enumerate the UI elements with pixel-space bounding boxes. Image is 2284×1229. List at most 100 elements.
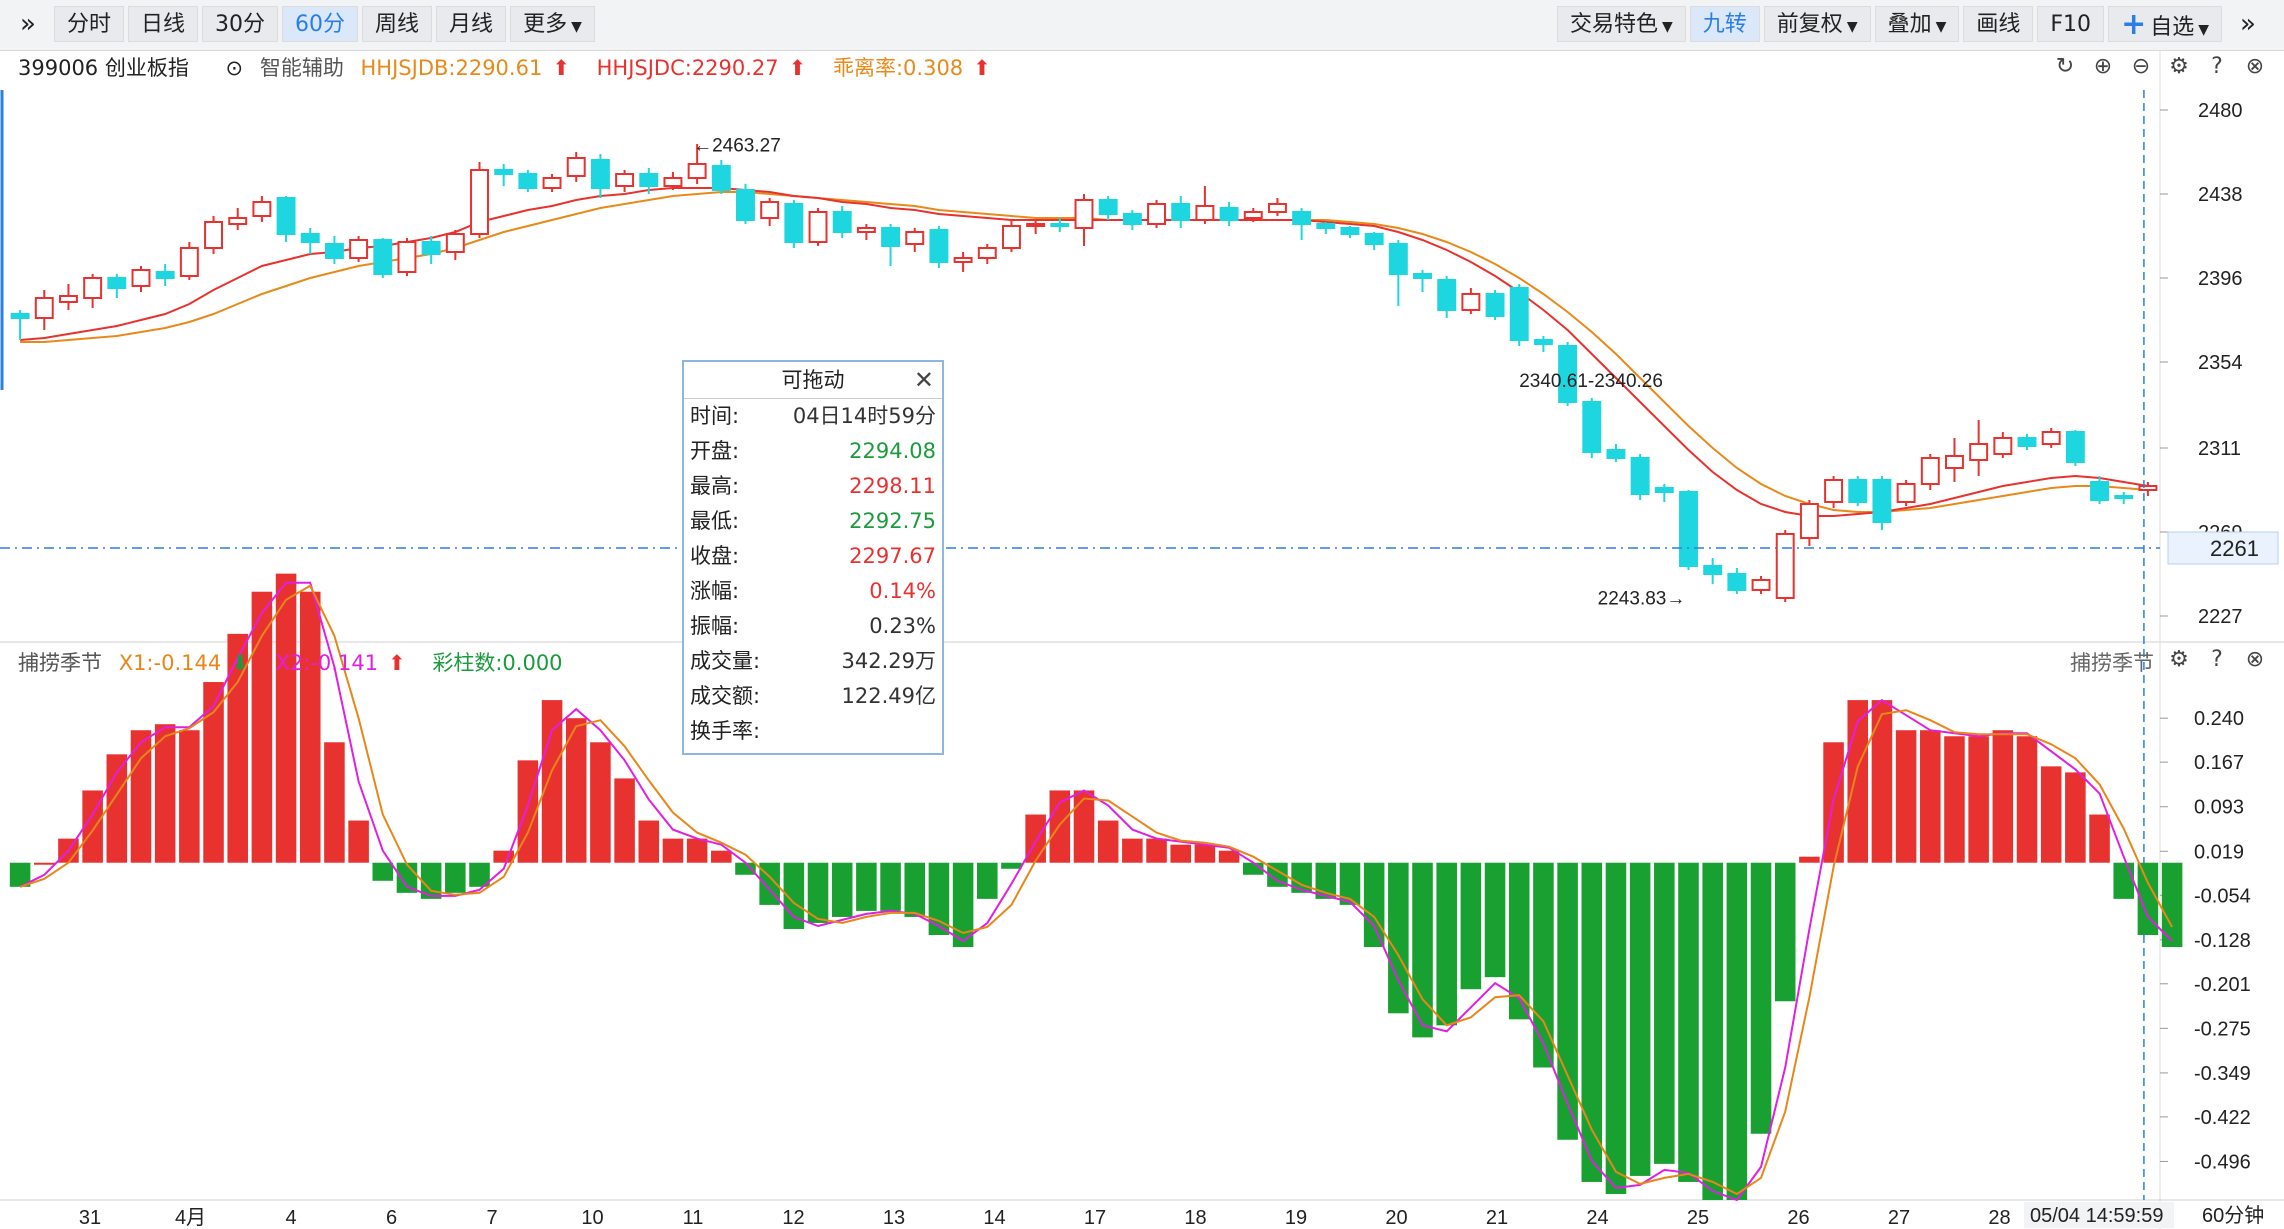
popup-row-label: 振幅:: [690, 614, 740, 638]
period-tab-3[interactable]: 60分: [282, 6, 359, 42]
candle-body: [639, 173, 659, 187]
price-tick-label: 2311: [2198, 438, 2241, 460]
candle-body: [204, 221, 223, 249]
indicator-bar: [445, 862, 466, 893]
toolbar-button-label: 周线: [375, 12, 420, 37]
candle-body: [1848, 479, 1868, 503]
period-tab-4[interactable]: 周线: [362, 6, 433, 42]
sub-indicator-label-right: 捕捞季节: [2070, 651, 2154, 675]
toolbar-button-label: 更多: [523, 12, 568, 37]
x1-line: [19, 584, 2173, 1196]
indicator-bar: [1557, 862, 1578, 1140]
indicator-tick-label: -0.422: [2194, 1107, 2251, 1129]
indicator-bar: [1726, 862, 1748, 1200]
candle-body: [83, 277, 103, 299]
bar-count-value: 彩柱数:0.000: [432, 651, 563, 675]
period-tab-2[interactable]: 30分: [202, 6, 279, 42]
popup-row-value: 0.23%: [869, 614, 936, 638]
x2-line: [19, 581, 2173, 1202]
indicator-bar: [1750, 862, 1772, 1134]
indicator-toggle-icon[interactable]: ⊙: [225, 56, 244, 80]
indicator-tick-label: 0.240: [2194, 708, 2244, 730]
candle-body: [1292, 211, 1312, 225]
toolbar-button-label: 自选: [2150, 15, 2195, 40]
candle-body: [494, 169, 514, 175]
toolbar-action-4[interactable]: 画线: [1963, 6, 2034, 42]
indicator-bar: [1654, 862, 1675, 1164]
refresh-icon[interactable]: ↻: [2055, 54, 2075, 79]
double-chevron-right-icon[interactable]: »: [20, 9, 36, 39]
time-tick-label: 4月: [175, 1207, 206, 1229]
candle-body: [2065, 431, 2085, 463]
time-tick-label: 25: [1687, 1207, 1709, 1229]
popup-row-value: 122.49亿: [841, 684, 936, 708]
candle-body: [1630, 457, 1650, 495]
toolbar-action-5[interactable]: F10: [2037, 6, 2105, 42]
close-icon[interactable]: ✕: [913, 366, 934, 394]
popup-rows: 时间: 04日14时59分 开盘: 2294.08 最高: 2298.11 最低: 2292.…: [684, 399, 942, 749]
candle-body: [1461, 293, 1481, 311]
candle-body: [905, 231, 925, 245]
indicator-bar: [1629, 862, 1651, 1176]
indicator-bar: [1678, 862, 1699, 1182]
indicator-bar: [1871, 700, 1893, 863]
chart-area: 24802438239623542311226922270.2400.1670.…: [0, 50, 2284, 1229]
indicator-name[interactable]: 智能辅助: [259, 56, 344, 80]
candle-body: [1703, 565, 1723, 575]
indicator-bar: [420, 862, 442, 899]
indicator-bar: [1146, 838, 1167, 863]
indicator-bar: [469, 862, 490, 887]
toolbar-action-2[interactable]: 前复权 ▼: [1763, 6, 1871, 42]
zoom-out-icon[interactable]: ⊖: [2131, 54, 2151, 79]
time-tick-label: 12: [782, 1207, 804, 1229]
toolbar-button-label: 日线: [141, 12, 186, 37]
candle-body: [445, 233, 465, 253]
candle-body: [566, 157, 586, 177]
indicator-bar: [1170, 844, 1191, 863]
close-icon[interactable]: ⊗: [2245, 54, 2265, 79]
double-chevron-right-icon[interactable]: »: [2240, 9, 2256, 39]
x2-text: X2:-0.141: [275, 651, 379, 675]
gear-icon[interactable]: ⚙: [2169, 647, 2189, 672]
candle-body: [1896, 483, 1916, 503]
period-tab-6[interactable]: 更多 ▼: [510, 6, 595, 42]
popup-row-label: 时间:: [690, 404, 740, 428]
close-icon[interactable]: ⊗: [2245, 647, 2265, 672]
period-tab-1[interactable]: 日线: [128, 6, 199, 42]
toolbar-action-0[interactable]: 交易特色 ▼: [1556, 6, 1686, 42]
toolbar-action-3[interactable]: 叠加 ▼: [1874, 6, 1960, 42]
candle-body: [615, 173, 635, 187]
toolbar-action-1[interactable]: 九转: [1689, 6, 1760, 42]
gear-icon[interactable]: ⚙: [2169, 54, 2189, 79]
indicator-bar: [1436, 862, 1457, 1026]
popup-row-value: 2292.75: [849, 509, 936, 533]
time-tick-label: 11: [683, 1207, 704, 1229]
sub-indicator-name[interactable]: 捕捞季节: [18, 651, 102, 675]
time-tick-label: 21: [1486, 1207, 1508, 1229]
candle-body: [1509, 287, 1529, 341]
time-tick-label: 13: [883, 1207, 905, 1229]
period-tab-0[interactable]: 分时: [54, 6, 125, 42]
toolbar-button-label: 30分: [215, 12, 266, 37]
toolbar-button-label: 月线: [449, 12, 494, 37]
sub-indicator-info: 捕捞季节 X1:-0.144 ⬇ X2:-0.141 ⬆ 彩柱数:0.000: [18, 647, 573, 677]
period-tab-5[interactable]: 月线: [436, 6, 507, 42]
indicator-bar: [1992, 730, 2014, 863]
indicator-bar: [227, 633, 248, 863]
candle-body: [1775, 533, 1795, 599]
help-icon[interactable]: ?: [2211, 647, 2223, 672]
time-tick-label: 4: [285, 1207, 296, 1229]
popup-row-value: 0.14%: [869, 579, 936, 603]
candle-body: [1413, 273, 1432, 279]
popup-header[interactable]: 可拖动 ✕: [684, 362, 942, 399]
toolbar-action-6[interactable]: + 自选 ▼: [2108, 6, 2222, 42]
kline-chart[interactable]: 24802438239623542311226922270.2400.1670.…: [0, 50, 2284, 1229]
time-tick-label: 28: [1988, 1207, 2010, 1229]
quote-popup[interactable]: 可拖动 ✕ 时间: 04日14时59分 开盘: 2294.08 最高: 2298.11 最低…: [682, 360, 944, 755]
help-icon[interactable]: ?: [2211, 54, 2223, 79]
popup-row-value: 04日14时59分: [792, 404, 936, 428]
zoom-in-icon[interactable]: ⊕: [2093, 54, 2113, 79]
time-tick-label: 20: [1385, 1207, 1407, 1229]
candle-body: [1147, 203, 1167, 225]
indicator-bar: [2161, 862, 2183, 948]
